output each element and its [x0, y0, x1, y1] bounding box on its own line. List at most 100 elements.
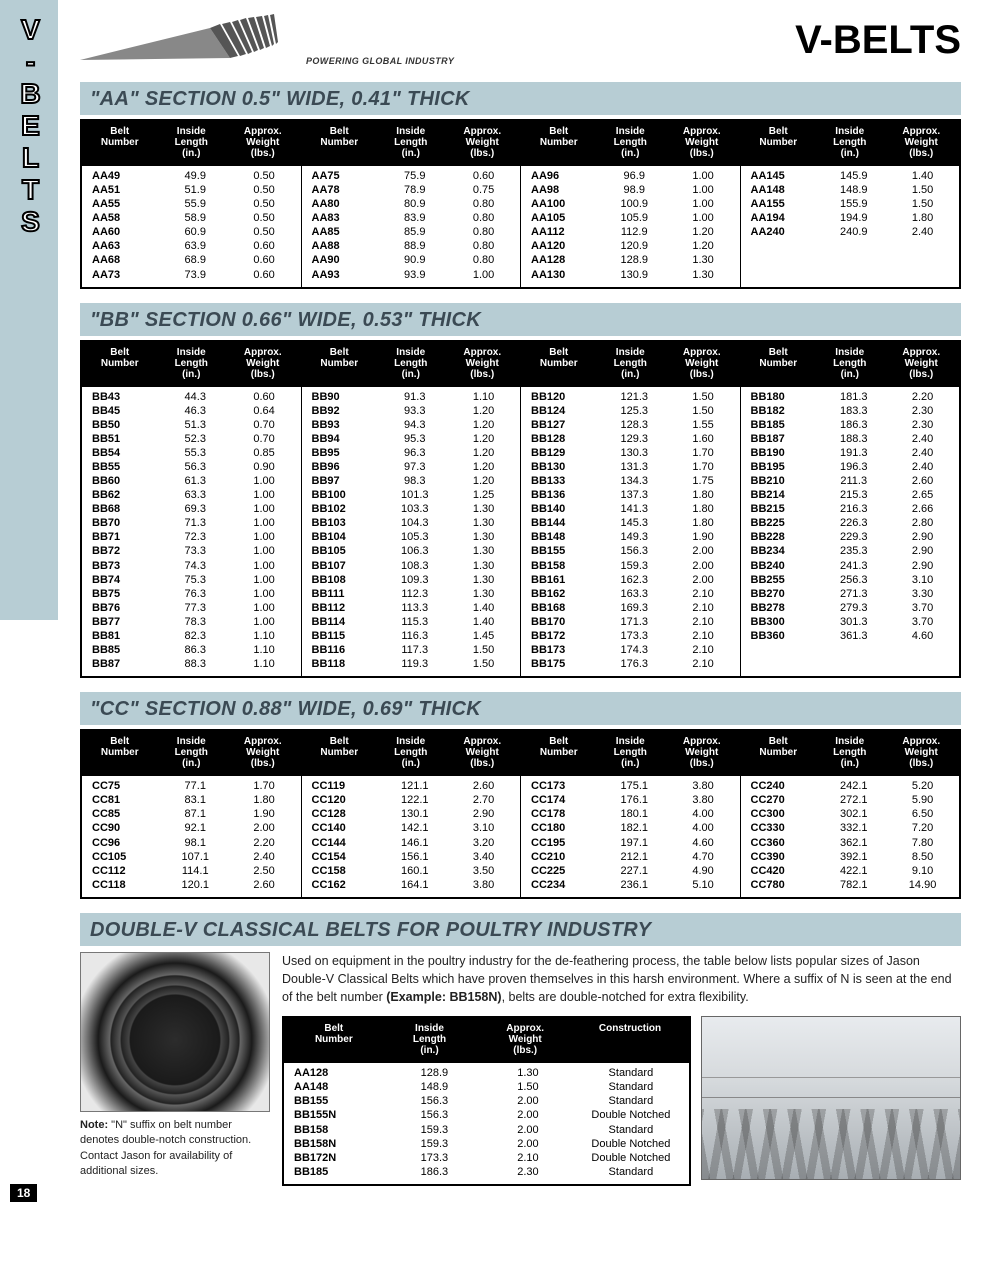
table-cell: AA112 [523, 225, 600, 239]
table-row: BB162163.32.10 [521, 587, 740, 601]
table-row: BB234235.32.90 [741, 544, 960, 558]
table-cell: Standard [575, 1080, 687, 1094]
table-cell: 92.1 [161, 821, 230, 835]
table-cell: 77.3 [161, 601, 230, 615]
table-body: BB4344.30.60BB4546.30.64BB5051.30.70BB51… [82, 387, 301, 677]
table-cell: BB120 [523, 390, 600, 404]
table-cell: 149.3 [600, 530, 669, 544]
table-row: BB8586.31.10 [82, 643, 301, 657]
table-cell: CC90 [84, 821, 161, 835]
table-cell: BB75 [84, 587, 161, 601]
table-cell: 226.3 [819, 516, 888, 530]
table-cell: BB95 [304, 446, 381, 460]
page-body: POWERING GLOBAL INDUSTRY V-BELTS "AA" SE… [58, 0, 989, 1206]
table-cell: 83.9 [380, 211, 449, 225]
table-row: BB8182.31.10 [82, 629, 301, 643]
table-cell: BB214 [743, 488, 820, 502]
side-tab-label: V-BELTS [14, 14, 46, 238]
column-header: InsideLength(in.) [814, 736, 886, 769]
table-cell: 97.3 [380, 460, 449, 474]
column-header: Approx.Weight(lbs.) [477, 1023, 573, 1056]
table-row: BB5455.30.85 [82, 446, 301, 460]
table-row: BB190191.32.40 [741, 446, 960, 460]
table-head: BeltNumberInsideLength(in.)Approx.Weight… [521, 731, 740, 776]
table-cell: 215.3 [819, 488, 888, 502]
section-bar: "BB" SECTION 0.66" WIDE, 0.53" THICK [80, 303, 961, 336]
table-cell: 0.50 [230, 197, 299, 211]
table-cell: 130.1 [380, 807, 449, 821]
table-cell: BB182 [743, 404, 820, 418]
table-cell: CC118 [84, 878, 161, 892]
table-cell: 2.00 [669, 544, 738, 558]
table-cell: 2.20 [888, 390, 957, 404]
table-cell: 1.20 [449, 432, 518, 446]
table-row: AA128128.91.30Standard [284, 1066, 689, 1080]
table-row: BB120121.31.50 [521, 390, 740, 404]
table-row: AA155155.91.50 [741, 197, 960, 211]
table-cell: 242.1 [819, 779, 888, 793]
table-cell: 6.50 [888, 807, 957, 821]
table-cell: 73.3 [161, 544, 230, 558]
table-cell: 156.3 [388, 1108, 482, 1122]
table-cell: 146.1 [380, 836, 449, 850]
table-cell: BB45 [84, 404, 161, 418]
table-row: AA6868.90.60 [82, 253, 301, 267]
table-cell: 98.3 [380, 474, 449, 488]
table-cell: 1.30 [449, 587, 518, 601]
table-cell: BB43 [84, 390, 161, 404]
table-cell: 173.3 [600, 629, 669, 643]
table-cell: CC225 [523, 864, 600, 878]
poultry-note: Note: "N" suffix on belt number denotes … [80, 1118, 270, 1180]
column-header: BeltNumber [523, 736, 595, 769]
table-cell: 2.00 [481, 1108, 575, 1122]
column-header: InsideLength(in.) [156, 347, 228, 380]
table-cell: Double Notched [575, 1137, 687, 1151]
table-cell: 1.00 [669, 211, 738, 225]
table-cell: 2.10 [669, 601, 738, 615]
table-cell: 2.65 [888, 488, 957, 502]
table-cell: CC96 [84, 836, 161, 850]
table-row: BB175176.32.10 [521, 657, 740, 671]
column-header: BeltNumber [84, 736, 156, 769]
table-cell: 7.80 [888, 836, 957, 850]
table-row: BB300301.33.70 [741, 615, 960, 629]
table-row: AA6060.90.50 [82, 225, 301, 239]
table-cell: 3.20 [449, 836, 518, 850]
poultry-table-body: AA128128.91.30StandardAA148148.91.50Stan… [284, 1063, 689, 1184]
table-row: CC234236.15.10 [521, 878, 740, 892]
table-cell: AA155 [743, 197, 820, 211]
table-cell: 256.3 [819, 573, 888, 587]
table-cell: 69.3 [161, 502, 230, 516]
page-header: POWERING GLOBAL INDUSTRY V-BELTS [80, 10, 961, 70]
table-cell: 1.50 [449, 657, 518, 671]
table-row: BB7677.31.00 [82, 601, 301, 615]
poultry-right: Used on equipment in the poultry industr… [282, 952, 961, 1186]
table-row: AA8080.90.80 [302, 197, 521, 211]
table-cell: 56.3 [161, 460, 230, 474]
table-cell: CC360 [743, 836, 820, 850]
table-cell: 96.9 [600, 169, 669, 183]
table-row: CC300302.16.50 [741, 807, 960, 821]
table-cell: BB175 [523, 657, 600, 671]
table-row: CC8183.11.80 [82, 793, 301, 807]
table-cell: BB115 [304, 629, 381, 643]
table-cell: 1.00 [230, 516, 299, 530]
table-cell: AA148 [743, 183, 820, 197]
table-row: BB182183.32.30 [741, 404, 960, 418]
table-cell: 95.3 [380, 432, 449, 446]
table-cell: BB76 [84, 601, 161, 615]
table-body: BB180181.32.20BB182183.32.30BB185186.32.… [741, 387, 960, 648]
table-row: CC174176.13.80 [521, 793, 740, 807]
table-cell: 1.90 [669, 530, 738, 544]
column-header: InsideLength(in.) [156, 126, 228, 159]
table-cell: 1.20 [449, 474, 518, 488]
table-cell: BB92 [304, 404, 381, 418]
table-row: AA8585.90.80 [302, 225, 521, 239]
table-cell: 181.3 [819, 390, 888, 404]
table-cell: 2.60 [888, 474, 957, 488]
table-cell: BB155 [523, 544, 600, 558]
para-after: , belts are double-notched for extra fle… [502, 990, 749, 1004]
table-row: BB9394.31.20 [302, 418, 521, 432]
column-header: Approx.Weight(lbs.) [447, 736, 519, 769]
table-cell: 4.00 [669, 807, 738, 821]
